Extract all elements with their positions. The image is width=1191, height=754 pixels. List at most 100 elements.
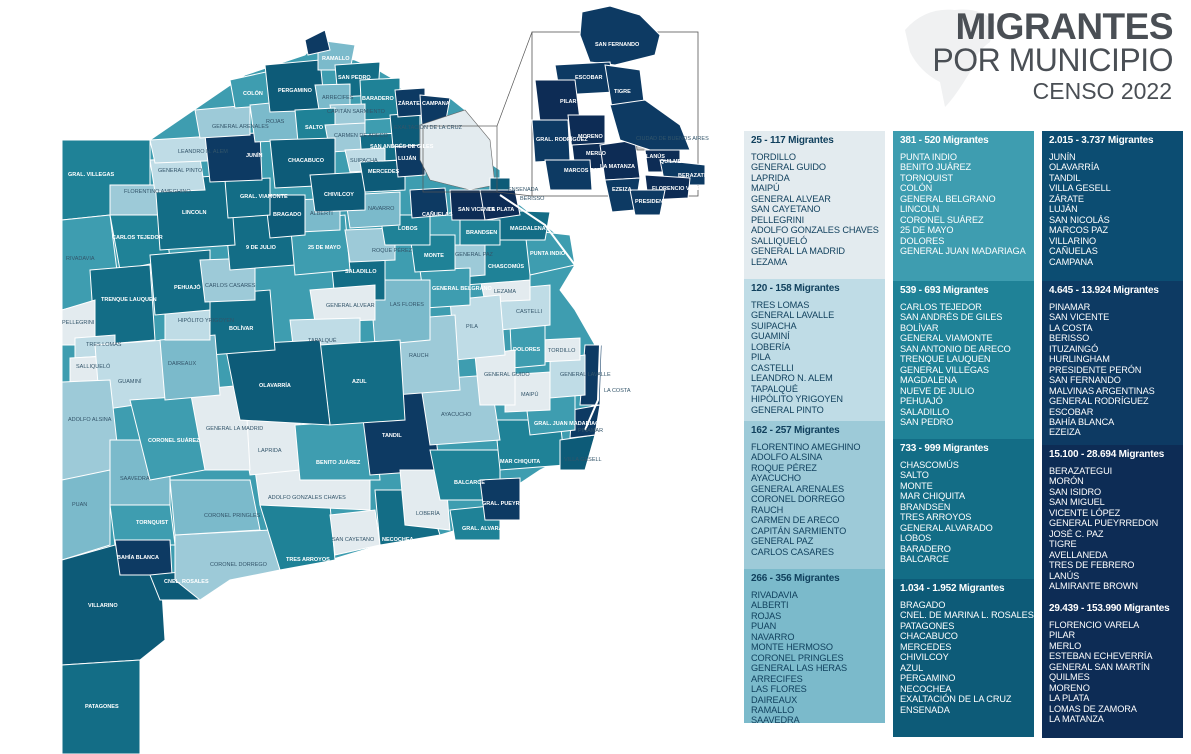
inset-label-berazategui: BERAZATEGUI xyxy=(678,173,718,179)
legend-item: RAMALLO xyxy=(751,704,795,715)
legend-item: PEHUAJÓ xyxy=(900,396,943,407)
legend-item: CHIVILCOY xyxy=(900,652,949,663)
legend-item: ROJAS xyxy=(751,610,782,621)
map-label-saavedra: SAAVEDRA xyxy=(120,476,150,482)
map-label-villa-gesell: VILLA GESELL xyxy=(564,457,602,463)
legend-item: BRANDSEN xyxy=(900,501,951,512)
legend-item: TRES DE FEBRERO xyxy=(1049,560,1135,571)
legend-item: PATAGONES xyxy=(900,620,955,631)
legend-item: ESTEBAN ECHEVERRÍA xyxy=(1049,651,1153,662)
map-label-tordillo: TORDILLO xyxy=(548,348,576,354)
map-label-pinamar: PINAMAR xyxy=(578,428,603,434)
inset-label-ezeiza: EZEIZA xyxy=(612,187,632,193)
legend-item: CARMEN DE ARECO xyxy=(751,515,840,526)
legend-item: BENITO JUÁREZ xyxy=(900,162,972,173)
legend-item: SAN NICOLÁS xyxy=(1049,214,1110,225)
legend-item: RAUCH xyxy=(751,504,784,515)
map-label-colon: COLÓN xyxy=(243,89,263,97)
legend-item: DAIREAUX xyxy=(751,694,798,705)
region-ensenada xyxy=(489,177,511,191)
legend-item: LA COSTA xyxy=(1049,322,1093,333)
legend-item: PUNTA INDIO xyxy=(900,152,957,162)
legend-group-col3-3: 15.100 - 28.694 Migrantes BERAZATEGUI MORÓ… xyxy=(1042,445,1183,599)
legend-item: GENERAL RODRÍGUEZ xyxy=(1049,396,1149,407)
map-label-general-la-madrid: GENERAL LA MADRID xyxy=(206,426,263,432)
legend-item: SAN PEDRO xyxy=(900,416,954,427)
legend-group-col2-4: 1.034 - 1.952 Migrantes BRAGADO CNEL. DE M… xyxy=(893,579,1034,737)
region-mercedes xyxy=(359,159,406,193)
map-label-cnel-rosales: CNEL. ROSALES xyxy=(164,579,209,585)
legend-item: ENSENADA xyxy=(900,704,950,715)
legend-item: GENERAL ALVEAR xyxy=(751,193,831,204)
legend-item: ROQUE PÉREZ xyxy=(751,462,817,473)
map-label-general-lavalle: GENERAL LAVALLE xyxy=(560,372,611,378)
legend-item: PRESIDENTE PERÓN xyxy=(1049,364,1142,375)
legend-item: GUAMINÍ xyxy=(751,331,790,342)
map-label-rauch: RAUCH xyxy=(409,353,429,359)
map-label-lujan: LUJÁN xyxy=(398,155,416,162)
legend-item: GENERAL PAZ xyxy=(751,536,814,547)
legend-item: LAS FLORES xyxy=(751,684,807,695)
inset-label-lanus: LANÚS xyxy=(646,153,665,160)
legend-range-title: 25 - 117 Migrantes xyxy=(751,135,834,146)
map-label-zarate: ZÁRATE xyxy=(398,100,420,107)
inset-label-pilar: PILAR xyxy=(560,99,577,105)
legend-item: MONTE HERMOSO xyxy=(751,642,833,653)
map-label-ramallo: RAMALLO xyxy=(322,56,350,62)
map-label-nueve-de-julio: 9 DE JULIO xyxy=(246,245,277,251)
legend-item: LOBOS xyxy=(900,533,932,544)
map-label-general-pinto: GENERAL PINTO xyxy=(158,168,203,174)
legend-item: LA PLATA xyxy=(1049,693,1090,704)
legend-item: LOMAS DE ZAMORA xyxy=(1049,703,1137,714)
title-line-2: POR MUNICIPIO xyxy=(932,42,1173,78)
legend-item: SAN ANTONIO DE ARECO xyxy=(900,343,1011,354)
legend-item: ITUZAINGÓ xyxy=(1049,343,1099,354)
legend-item: GENERAL ALVARADO xyxy=(900,522,993,533)
map-label-veinticinco-de-mayo: 25 DE MAYO xyxy=(308,245,342,251)
inset-san-fernando xyxy=(579,5,661,66)
legend-item: LUJÁN xyxy=(1049,204,1078,215)
legend-group-col2-2: 539 - 693 Migrantes CARLOS TEJEDOR SAN AND… xyxy=(893,281,1034,439)
map-label-san-andres-de-giles: SAN ANDRÉS DE GILES xyxy=(370,142,434,150)
title-block: MIGRANTES POR MUNICIPIO CENSO 2022 xyxy=(900,2,1185,112)
map-label-saladillo: SALADILLO xyxy=(345,269,377,275)
legend-item: JOSÉ C. PAZ xyxy=(1049,528,1104,539)
map-label-campana: CAMPANA xyxy=(422,101,450,107)
legend-column-2: 381 - 520 Migrantes PUNTA INDIO BENITO JUÁ… xyxy=(893,131,1034,737)
map-label-baradero: BARADERO xyxy=(362,96,395,102)
legend-item: ZÁRATE xyxy=(1049,193,1084,204)
legend-item: SAN ISIDRO xyxy=(1049,486,1102,497)
map-label-adolfo-alsina: ADOLFO ALSINA xyxy=(68,417,112,423)
legend-item: PILAR xyxy=(1049,630,1076,641)
legend-item: CAMPANA xyxy=(1049,256,1094,267)
region-daireaux xyxy=(159,334,221,401)
map-label-laprida: LAPRIDA xyxy=(258,448,282,454)
map-label-lincoln: LINCOLN xyxy=(182,210,206,216)
map-label-roque-perez: ROQUE PÉREZ xyxy=(372,247,413,254)
map-label-lezama: LEZAMA xyxy=(494,289,516,295)
map-label-hipolito-yrigoyen: HIPÓLITO YRIGOYEN xyxy=(178,317,234,324)
legend-range-title: 2.015 - 3.737 Migrantes xyxy=(1049,135,1154,146)
map-label-pergamino: PERGAMINO xyxy=(278,88,313,94)
map-label-benito-juarez: BENITO JUÁREZ xyxy=(316,459,361,466)
map-label-azul: AZUL xyxy=(352,379,367,385)
title-line-1: MIGRANTES xyxy=(955,6,1174,47)
legend-item: BOLÍVAR xyxy=(900,322,939,333)
map-label-san-cayetano: SAN CAYETANO xyxy=(332,537,375,543)
legend-group-col2-1: 381 - 520 Migrantes PUNTA INDIO BENITO JUÁ… xyxy=(893,131,1034,281)
legend-item: LAPRIDA xyxy=(751,172,790,183)
legend-item: SALTO xyxy=(900,470,929,481)
inset-label-florencio-varela: FLORENCIO VARELA xyxy=(652,186,708,192)
legend-group-col1-2: 120 - 158 Migrantes TRES LOMAS GENERAL LAV… xyxy=(744,279,885,421)
legend-item: SAN ANDRÉS DE GILES xyxy=(900,312,1003,323)
legend-item: CNEL. DE MARINA L. ROSALES xyxy=(900,610,1034,621)
map-label-gral-alvarado: GRAL. ALVARADO xyxy=(462,526,512,532)
map-label-suipacha: SUIPACHA xyxy=(350,158,378,164)
world-map-watermark xyxy=(905,9,995,107)
legend-item: FLORENCIO VARELA xyxy=(1049,620,1140,630)
legend-item: CAPITÁN SARMIENTO xyxy=(751,525,847,536)
map-label-general-guido: GENERAL GUIDO xyxy=(484,372,530,378)
legend-item: JUNÍN xyxy=(1049,152,1076,162)
map-label-balcarce: BALCARCE xyxy=(454,480,485,486)
map-label-junin: JUNÍN xyxy=(246,151,263,159)
